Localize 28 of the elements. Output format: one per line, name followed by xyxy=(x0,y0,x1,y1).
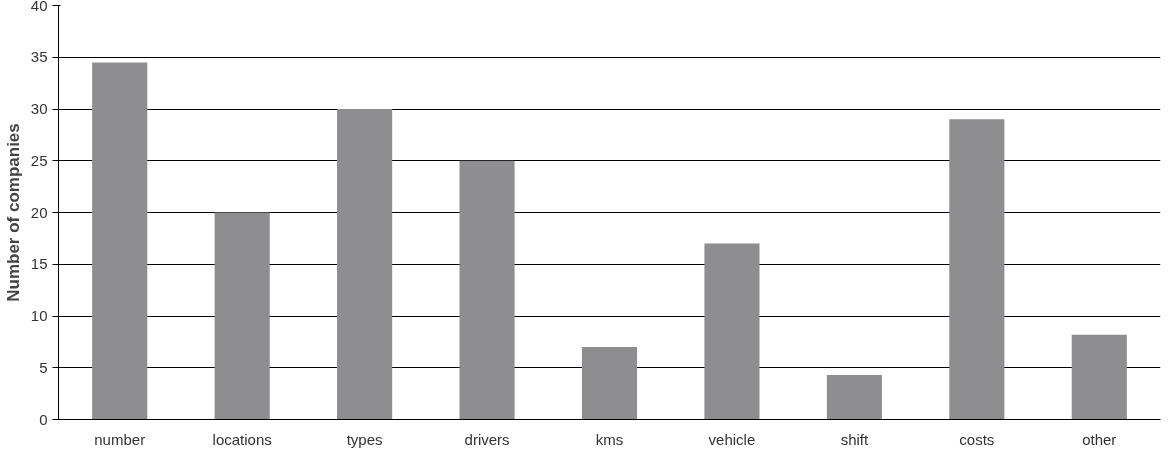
x-tick-label: drivers xyxy=(464,430,510,448)
x-tick-label: number xyxy=(94,430,146,448)
bar xyxy=(337,109,393,420)
x-tick-label: kms xyxy=(595,430,624,448)
y-tick-label: 10 xyxy=(30,307,48,324)
y-tick-label: 0 xyxy=(39,410,48,428)
bar xyxy=(459,160,515,420)
x-tick-label: vehicle xyxy=(708,430,756,448)
y-tick-label: 40 xyxy=(30,0,48,14)
bar xyxy=(949,119,1005,420)
y-tick-label: 15 xyxy=(30,255,48,273)
y-axis-title: Number of companies xyxy=(3,123,23,302)
bar xyxy=(1071,334,1127,420)
x-tick-label: costs xyxy=(959,430,995,448)
x-tick-label: locations xyxy=(212,430,272,448)
y-tick-label: 25 xyxy=(30,151,48,169)
bar xyxy=(92,62,148,420)
y-tick-label: 20 xyxy=(30,203,48,221)
y-tick-label: 5 xyxy=(39,358,48,376)
y-tick-label: 30 xyxy=(30,100,48,117)
x-tick-label: shift xyxy=(840,430,869,448)
bar xyxy=(581,347,638,420)
y-tick-label: 35 xyxy=(30,48,48,66)
x-tick-label: other xyxy=(1082,430,1117,448)
bar xyxy=(826,374,882,420)
bar xyxy=(214,212,270,420)
x-tick-label: types xyxy=(346,430,383,448)
bar xyxy=(704,243,760,420)
